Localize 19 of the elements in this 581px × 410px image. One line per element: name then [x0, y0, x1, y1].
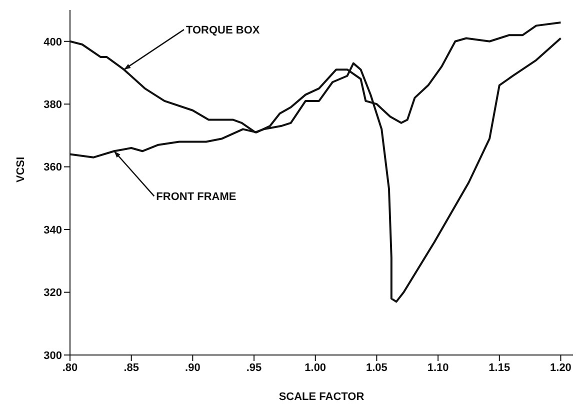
y-tick-label: 300	[44, 350, 62, 362]
x-tick-label: 1.05	[366, 362, 388, 374]
y-tick-label: 360	[44, 162, 62, 174]
x-tick-label: 1.10	[427, 362, 449, 374]
x-tick-label: 1.15	[488, 362, 510, 374]
text: TORQUE BOX	[186, 24, 260, 37]
x-tick-label: .80	[62, 362, 78, 374]
x-tick-label: 1.00	[304, 362, 326, 374]
x-tick-label: 1.20	[550, 362, 572, 374]
x-tick-label: .95	[246, 362, 262, 374]
text: FRONT FRAME	[156, 191, 236, 204]
x-tick-label: .90	[185, 362, 200, 374]
y-tick-label: 400	[44, 36, 62, 48]
y-tick-label: 320	[44, 287, 62, 300]
y-axis-title: VCSI	[14, 156, 27, 182]
x-tick-label: .85	[124, 362, 139, 374]
y-tick-label: 380	[44, 98, 62, 111]
x-axis-title: SCALE FACTOR	[278, 391, 364, 403]
y-tick-label: 340	[44, 224, 62, 236]
